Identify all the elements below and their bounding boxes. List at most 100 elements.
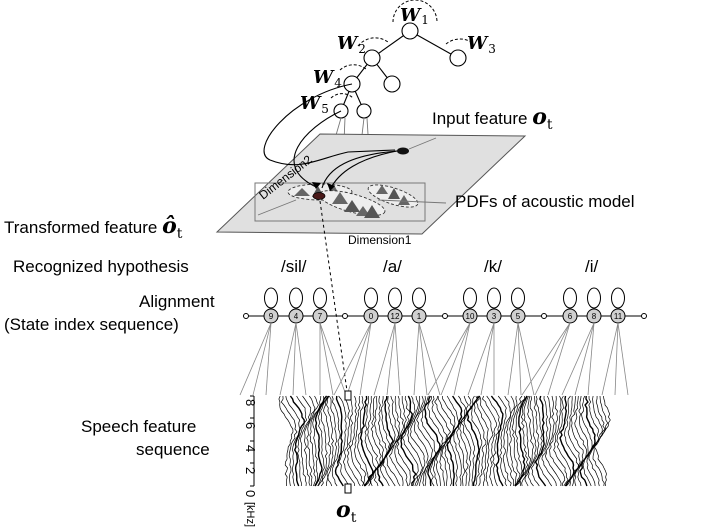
spectral-frame bbox=[278, 395, 294, 487]
hmm-self-loop bbox=[313, 287, 327, 309]
alignment-line bbox=[418, 322, 441, 396]
tree-node bbox=[449, 49, 467, 67]
spectral-frame bbox=[449, 395, 467, 487]
pdf-peak bbox=[332, 192, 348, 204]
pdf-peak bbox=[356, 206, 370, 216]
spectral-frame bbox=[423, 395, 441, 487]
spectral-frame bbox=[588, 395, 606, 487]
y-ticks: 0 2 4 6 8 [kHz] bbox=[243, 395, 258, 527]
spectral-frame bbox=[482, 395, 497, 487]
spectral-frame bbox=[506, 395, 515, 487]
spectral-frame bbox=[559, 395, 575, 487]
spectral-frame bbox=[521, 395, 534, 487]
spectral-frame bbox=[354, 395, 367, 487]
spectral-frame bbox=[514, 395, 528, 487]
spectral-frame bbox=[441, 395, 456, 487]
spectral-frame bbox=[545, 395, 562, 487]
spectral-frame bbox=[479, 395, 494, 487]
speech-feature-sublabel: sequence bbox=[136, 440, 210, 459]
spectral-frame bbox=[471, 395, 483, 487]
spectral-frame bbox=[593, 395, 611, 487]
y-tick-8: 8 bbox=[243, 399, 258, 406]
alignment-line bbox=[252, 322, 272, 396]
pdf-cluster-mid bbox=[318, 190, 386, 218]
alignment-line bbox=[418, 322, 428, 396]
spectral-frame bbox=[427, 395, 444, 487]
frame-ot-label: ot bbox=[336, 497, 357, 526]
spectral-frame bbox=[416, 395, 434, 487]
input-feature-point bbox=[397, 147, 409, 155]
spectral-frame bbox=[327, 395, 338, 487]
spectral-frame bbox=[402, 395, 419, 487]
transform-w4-label: W4 bbox=[313, 67, 342, 90]
hmm-self-loop bbox=[587, 287, 601, 309]
phoneme-k: /k/ bbox=[484, 257, 502, 276]
hmm-state-index: 4 bbox=[294, 312, 299, 321]
alignment-row: Alignment (State index sequence) 9 4 7 0 12 1… bbox=[4, 287, 647, 396]
alignment-line bbox=[561, 322, 595, 396]
hmm-self-loop bbox=[412, 287, 426, 309]
alignment-line bbox=[547, 322, 571, 396]
spectral-frames bbox=[278, 395, 611, 487]
hmm-self-loop bbox=[388, 287, 402, 309]
y-tick-2: 2 bbox=[243, 467, 258, 474]
hmm-states: 9 4 7 0 12 1 10 3 5 6 8 11 bbox=[243, 287, 647, 324]
hmm-boundary-node bbox=[342, 313, 348, 319]
hmm-self-loop bbox=[264, 287, 278, 309]
alignment-line bbox=[239, 322, 272, 396]
alignment-line bbox=[601, 322, 619, 396]
alignment-line bbox=[413, 322, 420, 396]
y-tick-0: 0 bbox=[243, 490, 258, 497]
spectral-frame bbox=[338, 395, 351, 487]
alignment-line bbox=[507, 322, 519, 396]
spectral-frame bbox=[592, 395, 609, 487]
spectral-frame bbox=[502, 395, 512, 487]
alignment-line bbox=[517, 322, 522, 396]
speech-feature-label: Speech feature bbox=[81, 417, 196, 436]
spectral-frame bbox=[466, 395, 481, 487]
y-tick-4: 4 bbox=[243, 445, 258, 452]
spectral-frame bbox=[527, 395, 540, 487]
pdf-peak bbox=[294, 188, 310, 196]
hmm-boundary-node bbox=[641, 313, 647, 319]
spectral-frame bbox=[538, 395, 552, 487]
feature-plane bbox=[215, 133, 527, 235]
hmm-self-loop bbox=[364, 287, 378, 309]
spectral-frame bbox=[541, 395, 557, 487]
hmm-self-loop bbox=[487, 287, 501, 309]
pdf-peak bbox=[398, 195, 410, 205]
spectral-frame bbox=[342, 395, 356, 487]
alignment-line bbox=[279, 322, 297, 396]
hmm-state-index: 9 bbox=[269, 312, 274, 321]
spectral-frame bbox=[577, 395, 593, 487]
feature-space: Dimension2 Dimension1 Input feature ot P… bbox=[4, 83, 635, 247]
tree-edge bbox=[409, 30, 459, 59]
spectral-frame bbox=[320, 395, 332, 487]
alignment-line bbox=[295, 322, 307, 396]
transform-arrow bbox=[263, 83, 396, 166]
tree-node bbox=[401, 22, 419, 40]
spectral-frame bbox=[373, 396, 391, 487]
spectral-frame bbox=[530, 395, 543, 487]
hmm-state-index: 11 bbox=[614, 312, 623, 321]
hmm-self-loop bbox=[611, 287, 625, 309]
alignment-line bbox=[265, 322, 272, 396]
hmm-state-index: 6 bbox=[568, 312, 573, 321]
spectral-frame bbox=[394, 396, 409, 487]
tree-arc bbox=[357, 37, 389, 47]
alignment-line bbox=[346, 322, 372, 396]
spectral-frame bbox=[409, 395, 426, 487]
tree-node bbox=[363, 49, 381, 67]
spectral-frame bbox=[556, 395, 572, 487]
pdf-leader-line bbox=[377, 199, 447, 204]
tree-node bbox=[356, 103, 372, 119]
hmm-boundary-node bbox=[243, 313, 249, 319]
spectral-frame bbox=[473, 395, 487, 487]
spectral-frame bbox=[359, 395, 374, 487]
hmm-state-index: 10 bbox=[466, 312, 475, 321]
alignment-line bbox=[427, 322, 471, 396]
alignment-label: Alignment bbox=[139, 292, 215, 311]
spectral-frame bbox=[579, 395, 596, 487]
dimension1-label: Dimension1 bbox=[348, 233, 412, 247]
